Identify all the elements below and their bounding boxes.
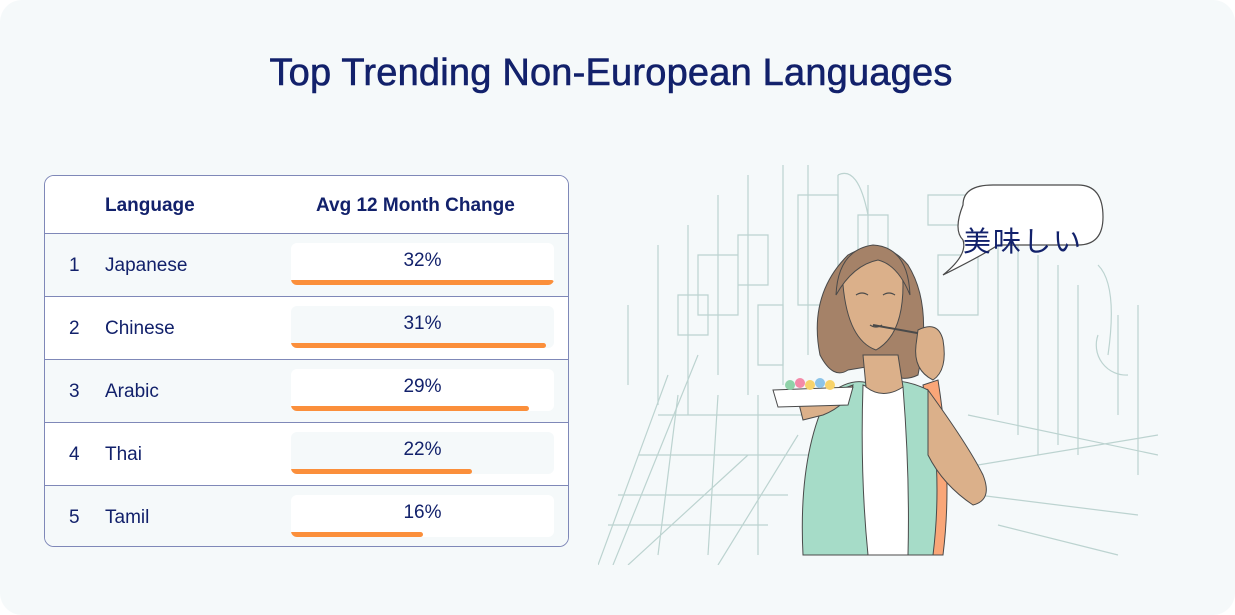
change-bar: 22% xyxy=(291,432,554,474)
change-value: 16% xyxy=(403,502,442,523)
change-value: 31% xyxy=(403,313,442,334)
change-value: 32% xyxy=(403,250,442,271)
bar-fill xyxy=(291,532,423,537)
table-row: 5 Tamil 16% xyxy=(45,486,568,546)
language-name: Tamil xyxy=(105,507,150,528)
rank: 4 xyxy=(69,444,80,465)
rank: 2 xyxy=(69,318,80,339)
table-row: 2 Chinese 31% xyxy=(45,297,568,360)
speech-bubble-text: 美味しい xyxy=(963,225,1084,258)
language-name: Thai xyxy=(105,444,142,465)
rank: 5 xyxy=(69,507,80,528)
street-food-illustration xyxy=(598,165,1158,565)
change-bar: 32% xyxy=(291,243,554,285)
bar-fill xyxy=(291,280,554,285)
bar-fill xyxy=(291,406,530,411)
change-value: 22% xyxy=(403,439,442,460)
change-bar: 29% xyxy=(291,369,554,411)
language-table: Language Avg 12 Month Change 1 Japanese … xyxy=(44,175,569,547)
rank: 3 xyxy=(69,381,80,402)
header-change: Avg 12 Month Change xyxy=(316,195,515,216)
table-row: 4 Thai 22% xyxy=(45,423,568,486)
change-value: 29% xyxy=(403,376,442,397)
language-name: Arabic xyxy=(105,381,159,402)
table-row: 1 Japanese 32% xyxy=(45,234,568,297)
change-bar: 16% xyxy=(291,495,554,537)
language-name: Japanese xyxy=(105,255,188,276)
table-row: 3 Arabic 29% xyxy=(45,360,568,423)
bar-fill xyxy=(291,343,546,348)
header-language: Language xyxy=(105,195,195,216)
language-name: Chinese xyxy=(105,318,175,339)
bar-fill xyxy=(291,469,472,474)
table-header: Language Avg 12 Month Change xyxy=(45,176,568,234)
change-bar: 31% xyxy=(291,306,554,348)
rank: 1 xyxy=(69,255,80,276)
page-title: Top Trending Non-European Languages xyxy=(269,52,953,95)
